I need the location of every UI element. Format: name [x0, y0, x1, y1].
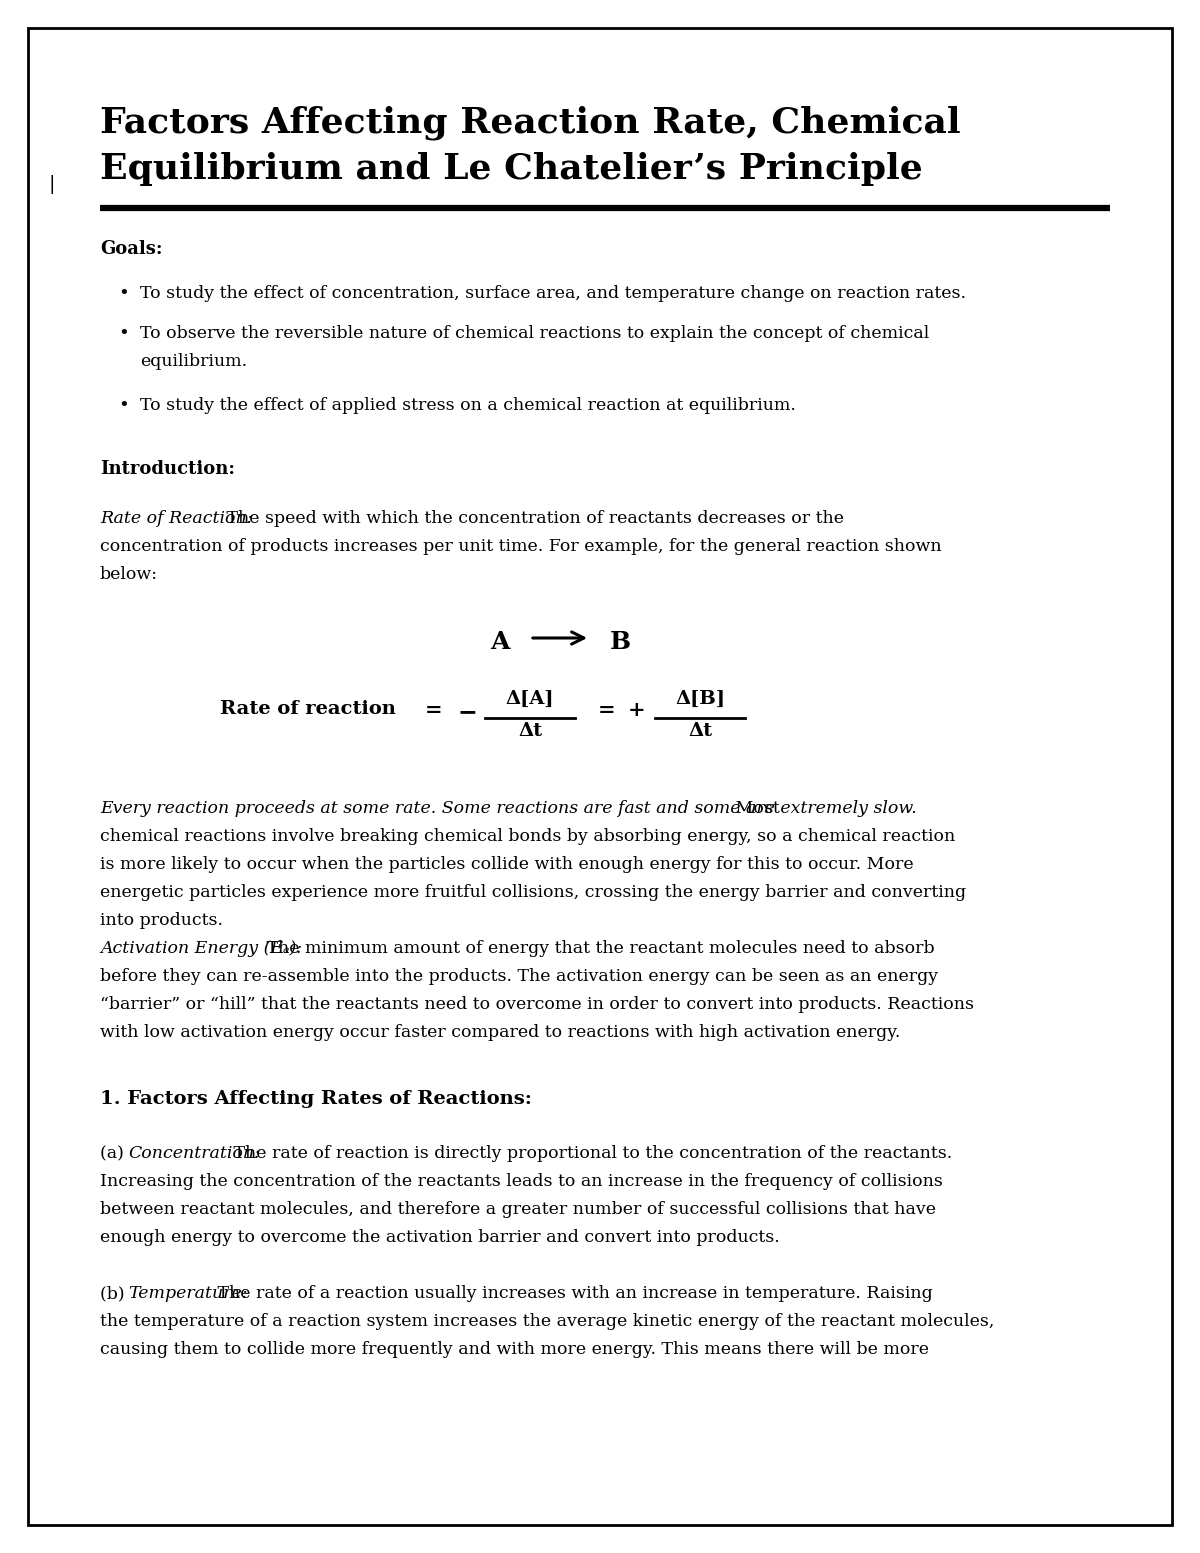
Text: •: •: [118, 286, 128, 303]
Text: Δ[A]: Δ[A]: [505, 690, 554, 708]
Text: (a): (a): [100, 1145, 130, 1162]
Text: +: +: [628, 700, 646, 721]
Text: To observe the reversible nature of chemical reactions to explain the concept of: To observe the reversible nature of chem…: [140, 325, 929, 342]
Text: A: A: [491, 631, 510, 654]
Text: •: •: [118, 325, 128, 343]
Text: Activation Energy (Eₐ):: Activation Energy (Eₐ):: [100, 940, 302, 957]
Text: Goals:: Goals:: [100, 241, 162, 258]
Text: 1. Factors Affecting Rates of Reactions:: 1. Factors Affecting Rates of Reactions:: [100, 1090, 532, 1107]
Text: before they can re-assemble into the products. The activation energy can be seen: before they can re-assemble into the pro…: [100, 968, 938, 985]
Text: Introduction:: Introduction:: [100, 460, 235, 478]
Text: is more likely to occur when the particles collide with enough energy for this t: is more likely to occur when the particl…: [100, 856, 913, 873]
Text: causing them to collide more frequently and with more energy. This means there w: causing them to collide more frequently …: [100, 1340, 929, 1357]
Text: The speed with which the concentration of reactants decreases or the: The speed with which the concentration o…: [221, 509, 844, 526]
Text: (b): (b): [100, 1284, 130, 1301]
Text: Δ[B]: Δ[B]: [674, 690, 725, 708]
Text: equilibrium.: equilibrium.: [140, 353, 247, 370]
Text: The rate of a reaction usually increases with an increase in temperature. Raisin: The rate of a reaction usually increases…: [212, 1284, 934, 1301]
Text: Concentration:: Concentration:: [128, 1145, 260, 1162]
Text: To study the effect of concentration, surface area, and temperature change on re: To study the effect of concentration, su…: [140, 286, 966, 301]
Text: The minimum amount of energy that the reactant molecules need to absorb: The minimum amount of energy that the re…: [262, 940, 935, 957]
Text: “barrier” or “hill” that the reactants need to overcome in order to convert into: “barrier” or “hill” that the reactants n…: [100, 995, 974, 1013]
Text: energetic particles experience more fruitful collisions, crossing the energy bar: energetic particles experience more frui…: [100, 884, 966, 901]
Text: with low activation energy occur faster compared to reactions with high activati: with low activation energy occur faster …: [100, 1023, 900, 1041]
Text: enough energy to overcome the activation barrier and convert into products.: enough energy to overcome the activation…: [100, 1228, 780, 1246]
Text: =: =: [425, 700, 443, 721]
Text: To study the effect of applied stress on a chemical reaction at equilibrium.: To study the effect of applied stress on…: [140, 398, 796, 415]
Text: Rate of reaction: Rate of reaction: [220, 700, 396, 717]
Text: Δt: Δt: [518, 722, 542, 739]
Text: =: =: [598, 700, 616, 721]
Text: below:: below:: [100, 565, 158, 582]
Text: The rate of reaction is directly proportional to the concentration of the reacta: The rate of reaction is directly proport…: [228, 1145, 952, 1162]
Text: Every reaction proceeds at some rate. Some reactions are fast and some are extre: Every reaction proceeds at some rate. So…: [100, 800, 917, 817]
Text: Rate of Reaction:: Rate of Reaction:: [100, 509, 253, 526]
Text: •: •: [118, 398, 128, 415]
Text: chemical reactions involve breaking chemical bonds by absorbing energy, so a che: chemical reactions involve breaking chem…: [100, 828, 955, 845]
Text: into products.: into products.: [100, 912, 223, 929]
Text: Increasing the concentration of the reactants leads to an increase in the freque: Increasing the concentration of the reac…: [100, 1173, 943, 1190]
Text: |: |: [49, 175, 55, 194]
Text: Most: Most: [730, 800, 780, 817]
Text: the temperature of a reaction system increases the average kinetic energy of the: the temperature of a reaction system inc…: [100, 1312, 995, 1329]
Text: between reactant molecules, and therefore a greater number of successful collisi: between reactant molecules, and therefor…: [100, 1200, 936, 1218]
Text: B: B: [610, 631, 631, 654]
Text: Temperature:: Temperature:: [128, 1284, 248, 1301]
Text: −: −: [458, 700, 478, 724]
Text: Δt: Δt: [688, 722, 712, 739]
Text: concentration of products increases per unit time. For example, for the general : concentration of products increases per …: [100, 537, 942, 554]
Text: Equilibrium and Le Chatelier’s Principle: Equilibrium and Le Chatelier’s Principle: [100, 152, 923, 186]
Text: Factors Affecting Reaction Rate, Chemical: Factors Affecting Reaction Rate, Chemica…: [100, 106, 961, 140]
